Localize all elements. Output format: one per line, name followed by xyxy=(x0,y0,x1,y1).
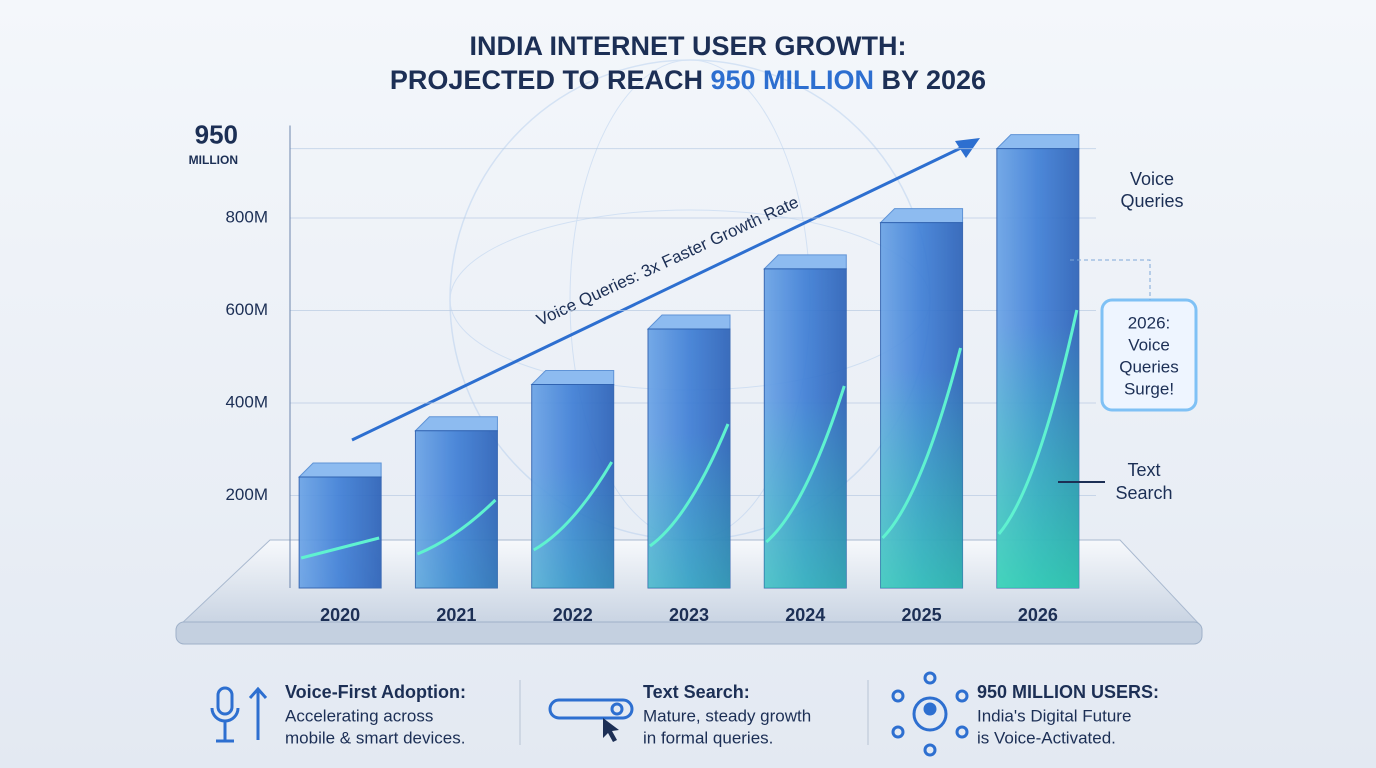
bar-top xyxy=(995,134,1080,150)
bar-top xyxy=(414,416,498,432)
voice-trend xyxy=(300,536,380,560)
y-tick-label: 800M xyxy=(225,207,268,226)
title-line: PROJECTED TO REACH 950 MILLION BY 2026 xyxy=(390,65,986,95)
callout-text: Surge! xyxy=(1124,379,1174,398)
footer-title: 950 MILLION USERS: xyxy=(977,682,1159,702)
bar-top xyxy=(763,254,847,270)
y-tick-unit: MILLION xyxy=(189,153,238,167)
footer-text: Accelerating across xyxy=(285,706,433,725)
voice-trend xyxy=(765,385,846,544)
voice-trend xyxy=(416,498,497,556)
title-highlight: 950 MILLION xyxy=(710,65,874,95)
mic-icon xyxy=(210,686,268,743)
bar-glow xyxy=(880,368,963,588)
footer-text: is Voice-Activated. xyxy=(977,728,1116,747)
text-label: Search xyxy=(1115,483,1172,503)
x-tick-label: 2022 xyxy=(553,605,593,625)
voice-label: Queries xyxy=(1120,191,1183,211)
y-tick-label: 600M xyxy=(225,300,268,319)
voice-trend xyxy=(997,309,1079,535)
footer-text: in formal queries. xyxy=(643,728,773,747)
bar-glow xyxy=(764,396,847,588)
growth-arrow xyxy=(351,144,966,442)
voice-trend xyxy=(649,423,730,548)
callout-box xyxy=(1100,298,1198,412)
y-tick-label: 200M xyxy=(225,485,268,504)
x-tick-label: 2025 xyxy=(902,605,942,625)
annotations: VoiceQueries2026:VoiceQueriesSurge!TextS… xyxy=(1058,169,1198,503)
bar-top xyxy=(646,314,731,330)
title-part: PROJECTED TO REACH xyxy=(390,65,711,95)
bar xyxy=(298,476,382,589)
footer-title: Voice-First Adoption: xyxy=(285,682,466,702)
title-part: BY 2026 xyxy=(874,65,986,95)
x-tick-label: 2020 xyxy=(320,605,360,625)
callout-text: Queries xyxy=(1119,357,1179,376)
text-label: Text xyxy=(1127,460,1160,480)
footer-title: Text Search: xyxy=(643,682,750,702)
voice-trend xyxy=(881,347,963,540)
bar-glow xyxy=(648,432,730,588)
search-icon xyxy=(548,698,634,742)
callout-leader xyxy=(1070,259,1151,300)
bar-glow xyxy=(531,465,614,588)
footer-text: India's Digital Future xyxy=(977,706,1131,725)
bar-top xyxy=(879,208,964,224)
title-line: INDIA INTERNET USER GROWTH: xyxy=(470,31,907,61)
x-tick-label: 2023 xyxy=(669,605,709,625)
footer: Voice-First Adoption: Accelerating across… xyxy=(210,671,1159,757)
x-tick-label: 2026 xyxy=(1018,605,1058,625)
voice-trend xyxy=(532,461,614,552)
voice-label: Voice xyxy=(1130,169,1174,189)
platform-edge xyxy=(175,621,1203,645)
arrow-head xyxy=(955,138,980,158)
callout-text: Voice xyxy=(1128,335,1170,354)
x-tick-label: 2021 xyxy=(436,605,476,625)
y-tick-label: 950 xyxy=(195,120,238,150)
footer-text: Mature, steady growth xyxy=(643,706,811,725)
bar-top xyxy=(530,370,615,385)
y-tick-label: 400M xyxy=(225,392,268,411)
x-tick-label: 2024 xyxy=(785,605,825,625)
network-icon xyxy=(891,671,969,757)
footer-text: mobile & smart devices. xyxy=(285,728,465,747)
bar-top xyxy=(297,462,382,478)
callout-text: 2026: xyxy=(1128,313,1171,332)
